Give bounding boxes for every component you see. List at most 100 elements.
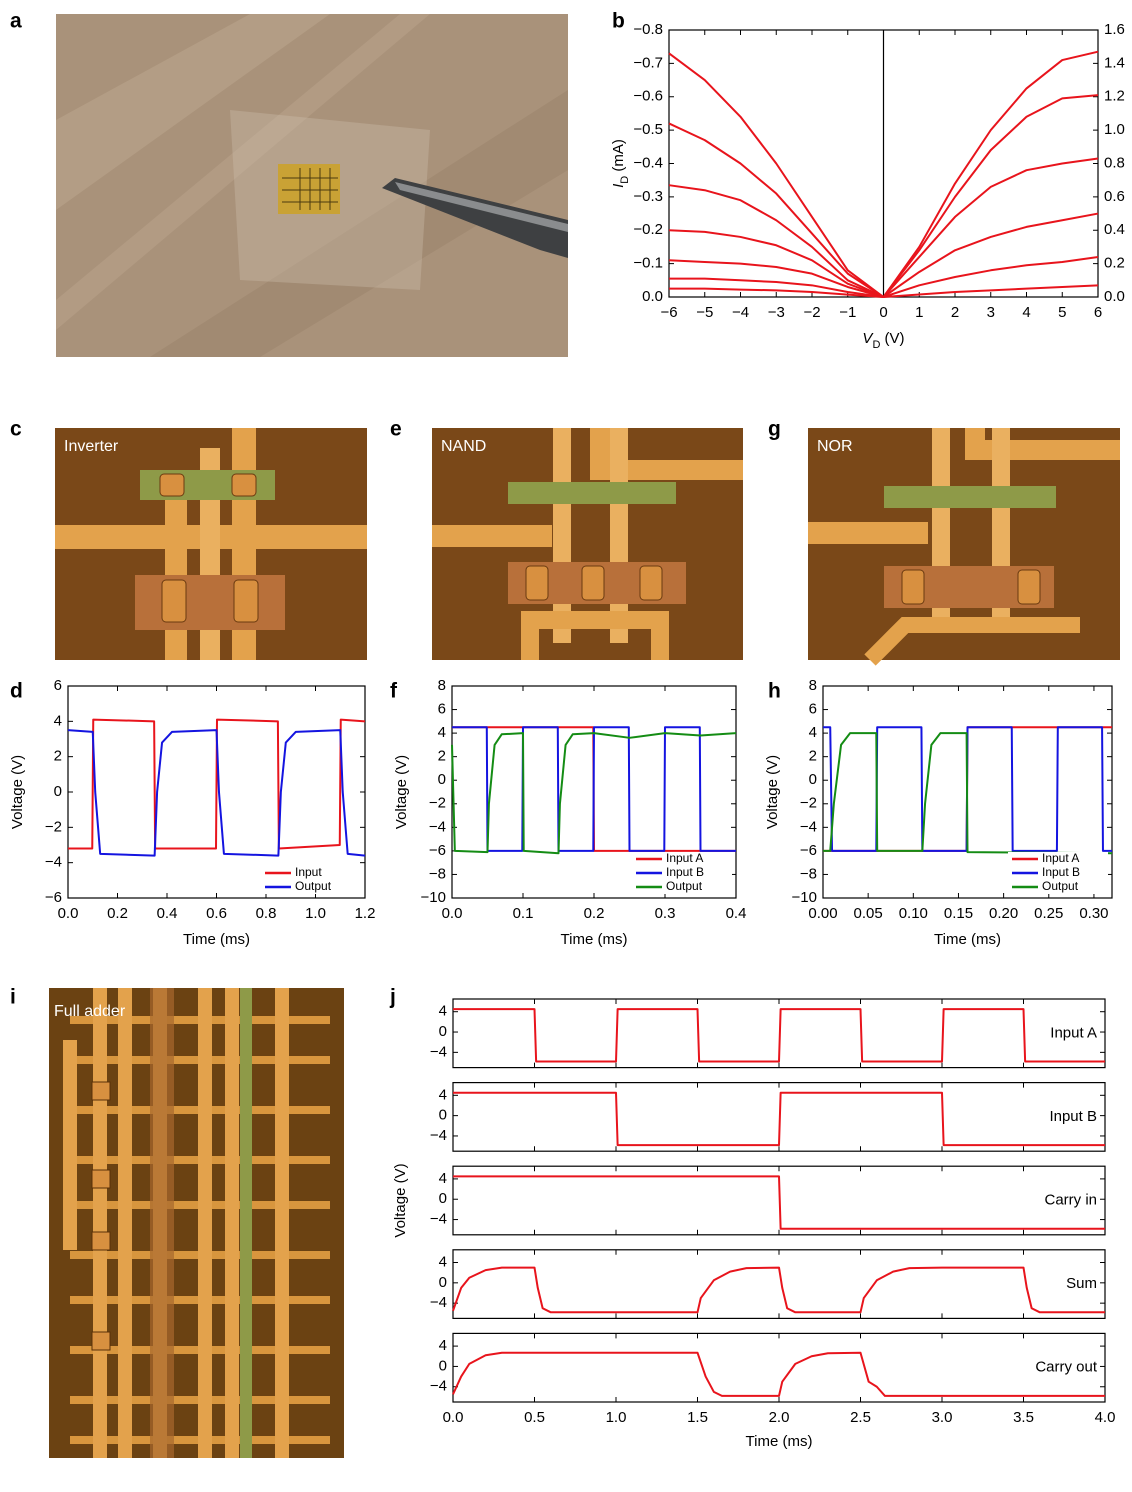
y-tick-label: 0 (439, 1107, 447, 1124)
panel-letter: g (768, 418, 781, 441)
legend-label: Input A (666, 851, 703, 865)
via (92, 1082, 110, 1100)
panel-letter: f (390, 680, 398, 703)
y-tick-label: −4 (430, 1043, 447, 1060)
via (902, 570, 924, 604)
plot-frame (453, 1250, 1105, 1319)
y-axis-label: Voltage (V) (392, 1163, 409, 1237)
y-tick-label: 0.2 (1104, 255, 1125, 272)
x-tick-label: 0.10 (899, 905, 928, 922)
series-line (823, 733, 1112, 853)
y-tick-label: 8 (809, 677, 817, 694)
y-tick-label: −10 (792, 889, 817, 906)
x-tick-label: 0.0 (58, 905, 79, 922)
series-line (669, 53, 884, 297)
figure: a c Inverter e NAND (0, 0, 1132, 1492)
x-tick-label: −5 (696, 304, 713, 321)
y-tick-label: 0.0 (1104, 288, 1125, 305)
x-tick-label: 1 (915, 304, 923, 321)
y-tick-label: 1.2 (1104, 88, 1125, 105)
image-label: NOR (817, 438, 853, 455)
panel-letter: a (10, 10, 22, 33)
x-tick-label: 0.00 (808, 905, 837, 922)
x-tick-label: 0.6 (206, 905, 227, 922)
y-tick-label: 6 (809, 701, 817, 718)
x-tick-label: 3.5 (1013, 1409, 1034, 1426)
x-axis-label: Time (ms) (561, 931, 628, 948)
via (92, 1170, 110, 1188)
y-tick-label: −2 (800, 795, 817, 812)
x-axis-label: Time (ms) (746, 1433, 813, 1450)
legend-label: Output (295, 879, 332, 893)
series-label: Carry in (1044, 1191, 1097, 1208)
series-line (884, 95, 1099, 297)
y-tick-label: 2 (809, 748, 817, 765)
x-axis-label: Time (ms) (934, 931, 1001, 948)
via (640, 566, 662, 600)
y-tick-label: −8 (800, 865, 817, 882)
series-line (453, 1353, 1105, 1396)
y-tick-label: −0.1 (633, 255, 663, 272)
x-tick-label: 0.2 (107, 905, 128, 922)
y-tick-label: 1.0 (1104, 121, 1125, 138)
label-part: (V) (880, 330, 904, 347)
series-line (669, 185, 884, 297)
y-tick-label: 0 (54, 783, 62, 800)
panel-letter: i (10, 986, 16, 1009)
y-tick-label: 6 (54, 677, 62, 694)
via (1018, 570, 1040, 604)
y-tick-label: −2 (45, 818, 62, 835)
y-tick-label: 0 (809, 771, 817, 788)
legend-label: Input A (1042, 851, 1079, 865)
y-tick-label: 4 (439, 1086, 447, 1103)
metal-line (610, 428, 628, 643)
x-tick-label: −4 (732, 304, 749, 321)
x-tick-label: 3.0 (932, 1409, 953, 1426)
y-tick-label: −0.7 (633, 54, 663, 71)
x-tick-label: 0.20 (989, 905, 1018, 922)
y-tick-label: −0.3 (633, 188, 663, 205)
x-tick-label: 0.25 (1034, 905, 1063, 922)
y-tick-label: 0 (439, 1190, 447, 1207)
y-tick-label: 0.6 (1104, 188, 1125, 205)
via (582, 566, 604, 600)
semiconductor (884, 486, 1056, 508)
series-line (453, 1268, 1105, 1313)
x-tick-label: 0 (879, 304, 887, 321)
panel-letter: e (390, 418, 402, 441)
legend-label: Output (1042, 879, 1079, 893)
x-tick-label: 1.0 (606, 1409, 627, 1426)
x-axis-label: VD (V) (862, 330, 904, 351)
x-tick-label: 4.0 (1095, 1409, 1116, 1426)
y-tick-label: 0.4 (1104, 221, 1125, 238)
micrograph-c (55, 428, 367, 660)
y-tick-label: −6 (800, 842, 817, 859)
page: a c Inverter e NAND (0, 0, 1132, 1492)
subscript: D (619, 176, 631, 184)
y-tick-label: 6 (438, 701, 446, 718)
x-tick-label: 0.15 (944, 905, 973, 922)
semiconductor (508, 482, 676, 504)
y-tick-label: 0.8 (1104, 154, 1125, 171)
x-tick-label: −1 (839, 304, 856, 321)
y-tick-label: −0.5 (633, 121, 663, 138)
y-axis-label: ID (mA) (610, 139, 631, 188)
x-tick-label: 0.4 (726, 905, 747, 922)
x-tick-label: 0.5 (524, 1409, 545, 1426)
series-label: Input A (1050, 1024, 1097, 1041)
image-label: Full adder (54, 1003, 126, 1020)
x-tick-label: 2.5 (850, 1409, 871, 1426)
y-tick-label: −2 (429, 795, 446, 812)
y-tick-label: −0.8 (633, 21, 663, 38)
y-tick-label: −0.4 (633, 154, 663, 171)
y-tick-label: 8 (438, 677, 446, 694)
via (234, 580, 258, 622)
y-axis-label: Voltage (V) (393, 755, 410, 829)
panel-letter: j (389, 986, 396, 1009)
y-tick-label: −4 (800, 818, 817, 835)
y-tick-label: −8 (429, 865, 446, 882)
y-tick-label: 4 (439, 1170, 447, 1187)
series-line (453, 1176, 1105, 1228)
y-axis-label: Voltage (V) (764, 755, 781, 829)
via (92, 1232, 110, 1250)
